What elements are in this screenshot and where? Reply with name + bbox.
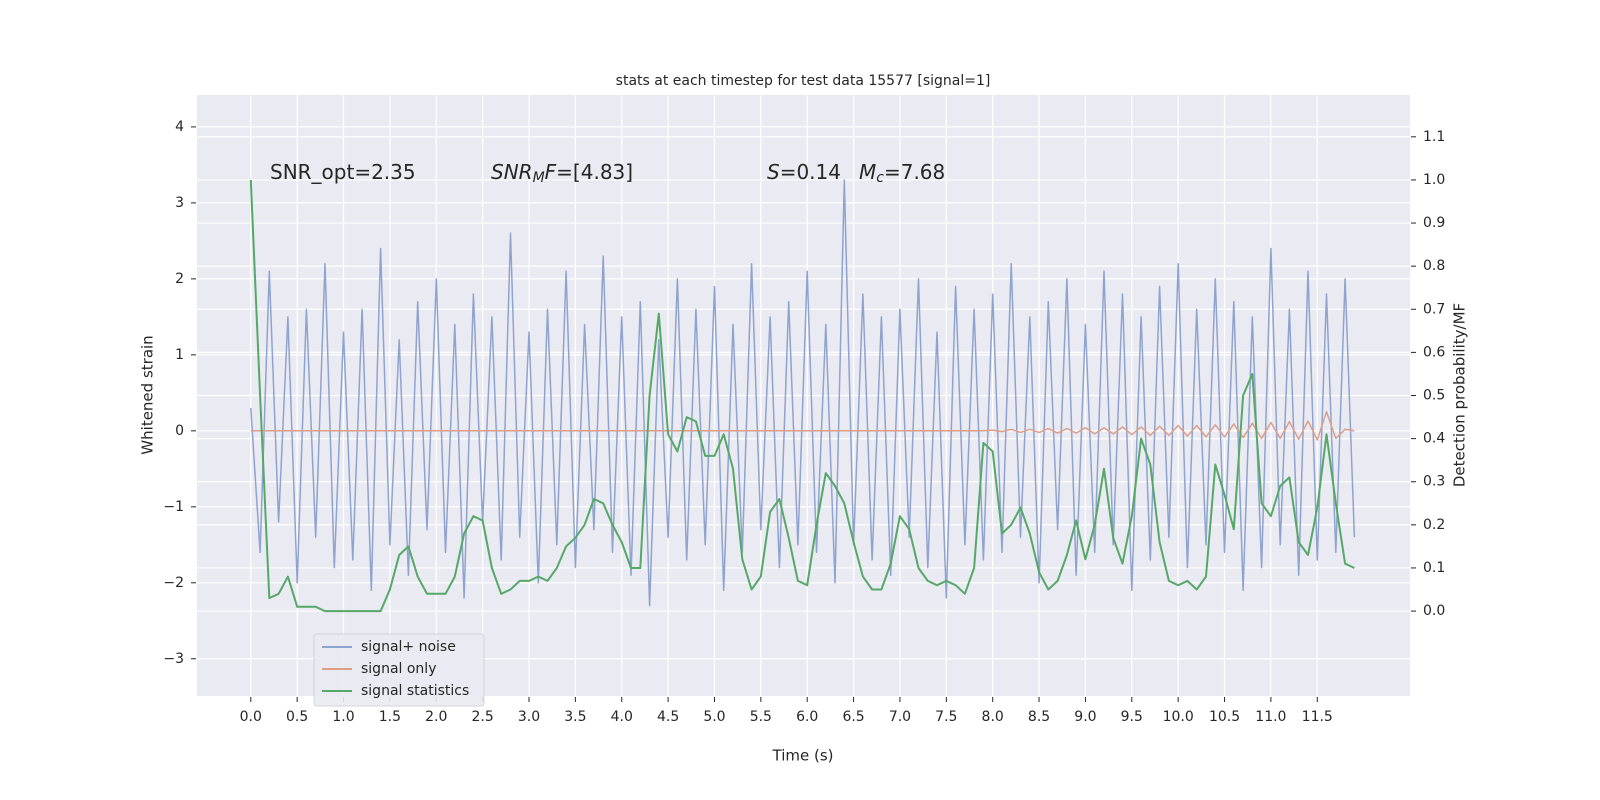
- annotation: Mc=7.68: [859, 160, 945, 187]
- legend-label: signal+ noise: [361, 639, 456, 655]
- x-tick-label: 11.0: [1255, 709, 1286, 725]
- y2-axis-label: Detection probability/MF: [1451, 303, 1469, 487]
- y-tick-label: −3: [163, 651, 184, 667]
- y-tick-label: 4: [175, 119, 184, 135]
- y2-tick-label: 0.9: [1423, 215, 1445, 231]
- y2-tick-label: 0.7: [1423, 301, 1445, 317]
- y2-tick-label: 1.1: [1423, 129, 1445, 145]
- y-tick-label: 2: [175, 271, 184, 287]
- x-tick-label: 10.5: [1209, 709, 1240, 725]
- annotation-part: =0.14: [780, 160, 841, 184]
- y2-tick-label: 1.0: [1423, 172, 1445, 188]
- annotation-part: S: [767, 160, 780, 184]
- x-tick-label: 9.5: [1121, 709, 1143, 725]
- y2-tick-label: 0.4: [1423, 431, 1445, 447]
- y-tick-label: 1: [175, 347, 184, 363]
- y-tick-label: −1: [163, 499, 184, 515]
- x-tick-label: 2.0: [425, 709, 447, 725]
- chart-title: stats at each timestep for test data 155…: [616, 73, 991, 89]
- y2-tick-label: 0.3: [1423, 474, 1445, 490]
- x-tick-label: 4.5: [657, 709, 679, 725]
- annotation-part: F: [545, 160, 557, 184]
- x-tick-label: 3.0: [518, 709, 540, 725]
- annotation-part: SNR: [491, 160, 533, 184]
- x-axis-label: Time (s): [772, 747, 834, 765]
- legend-label: signal statistics: [361, 683, 469, 699]
- x-tick-label: 6.5: [842, 709, 864, 725]
- annotation-part: M: [859, 160, 876, 184]
- x-tick-label: 7.5: [935, 709, 957, 725]
- annotation-part: =[4.83]: [556, 160, 633, 184]
- annotation-part: M: [533, 170, 545, 186]
- x-tick-label: 0.0: [240, 709, 262, 725]
- x-tick-label: 6.0: [796, 709, 818, 725]
- x-tick-label: 1.5: [379, 709, 401, 725]
- annotation-part: c: [876, 170, 884, 186]
- annotation-part: SNR_opt=2.35: [270, 160, 416, 184]
- series-line: [249, 179, 1355, 613]
- y2-tick-label: 0.5: [1423, 388, 1445, 404]
- y2-tick-label: 0.1: [1423, 560, 1445, 576]
- y2-tick-label: 0.2: [1423, 517, 1445, 533]
- y2-tick-label: 0.6: [1423, 344, 1445, 360]
- y-tick-label: 0: [175, 423, 184, 439]
- legend-label: signal only: [361, 661, 436, 677]
- x-tick-label: 0.5: [286, 709, 308, 725]
- x-tick-label: 5.5: [750, 709, 772, 725]
- x-tick-label: 11.5: [1302, 709, 1333, 725]
- x-tick-label: 8.0: [982, 709, 1004, 725]
- annotation: S=0.14: [767, 160, 841, 184]
- x-tick-label: 4.0: [611, 709, 633, 725]
- legend-box: [313, 633, 485, 707]
- series-line: [250, 179, 1356, 607]
- x-tick-label: 1.0: [332, 709, 354, 725]
- x-tick-label: 7.0: [889, 709, 911, 725]
- y2-tick-label: 0.0: [1423, 603, 1445, 619]
- x-tick-label: 2.5: [471, 709, 493, 725]
- x-tick-label: 10.0: [1163, 709, 1194, 725]
- y2-tick-label: 0.8: [1423, 258, 1445, 274]
- y-tick-label: 3: [175, 195, 184, 211]
- x-tick-label: 5.0: [703, 709, 725, 725]
- series-line: [250, 411, 1355, 441]
- annotation-part: =7.68: [884, 160, 945, 184]
- x-tick-label: 3.5: [564, 709, 586, 725]
- annotation: SNR_opt=2.35: [270, 160, 416, 184]
- annotation: SNRMF=[4.83]: [491, 160, 633, 187]
- y-axis-label: Whitened strain: [139, 335, 157, 454]
- y-tick-label: −2: [163, 575, 184, 591]
- x-tick-label: 9.0: [1074, 709, 1096, 725]
- x-tick-label: 8.5: [1028, 709, 1050, 725]
